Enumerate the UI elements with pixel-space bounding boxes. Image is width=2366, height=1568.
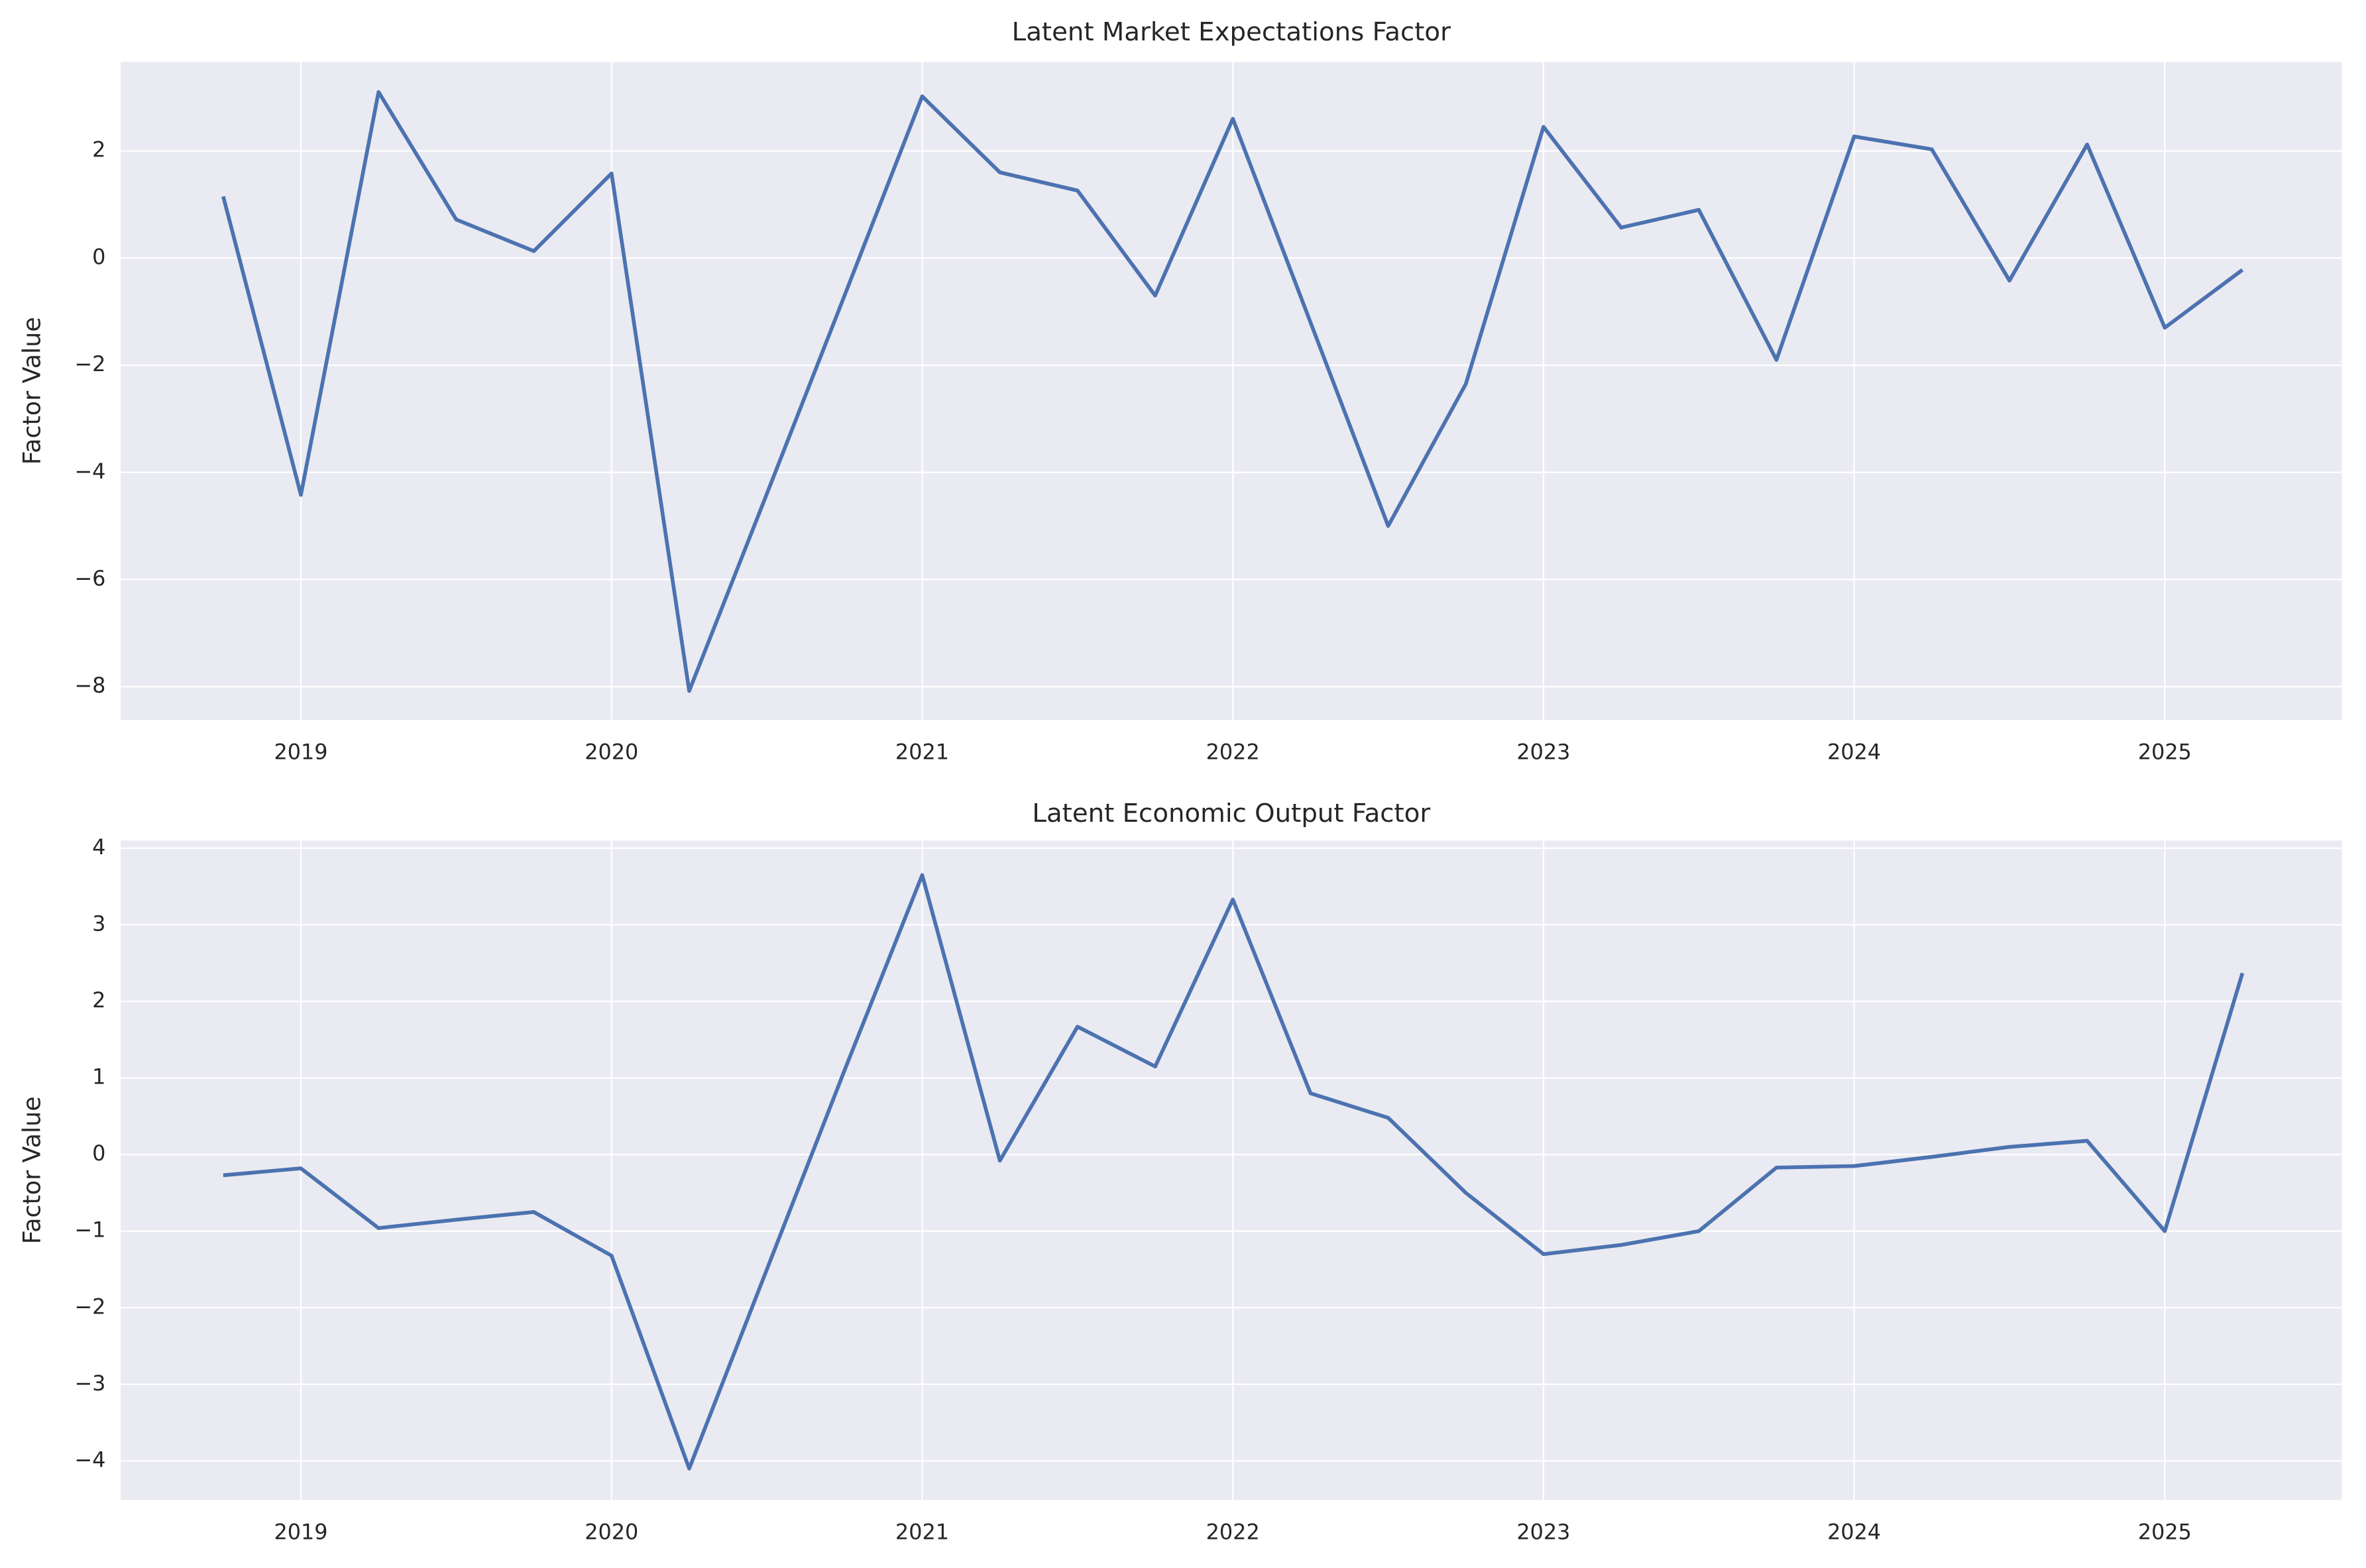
y-tick-label: −4 [74, 1447, 105, 1472]
y-tick-label: 4 [92, 834, 105, 860]
x-tick-label: 2021 [895, 1519, 949, 1544]
plot-area [121, 62, 2342, 720]
y-tick-label: −4 [74, 459, 105, 484]
line-series [221, 89, 2244, 693]
line-series [223, 873, 2245, 1471]
chart-title: Latent Market Expectations Factor [1012, 17, 1451, 47]
x-tick-label: 2020 [585, 1519, 638, 1544]
x-tick-label: 2021 [895, 739, 949, 764]
y-tick-label: 0 [92, 244, 105, 269]
x-tick-label: 2025 [2138, 739, 2192, 764]
y-axis-label: Factor Value [18, 317, 46, 465]
y-tick-label: −6 [74, 565, 105, 590]
y-tick-label: 2 [92, 987, 105, 1013]
y-tick-label: 1 [92, 1064, 105, 1090]
x-tick-label: 2024 [1827, 1519, 1881, 1544]
x-tick-label: 2019 [274, 1519, 327, 1544]
y-tick-label: 2 [92, 137, 105, 162]
x-tick-label: 2020 [585, 739, 638, 764]
y-tick-label: 0 [92, 1141, 105, 1166]
y-tick-label: −1 [74, 1217, 105, 1243]
x-tick-label: 2023 [1516, 739, 1570, 764]
y-axis-label: Factor Value [18, 1096, 46, 1244]
y-tick-label: 3 [92, 911, 105, 936]
x-tick-label: 2019 [274, 739, 327, 764]
x-tick-label: 2025 [2138, 1519, 2192, 1544]
y-tick-label: −2 [74, 351, 105, 376]
x-tick-label: 2024 [1827, 739, 1881, 764]
x-tick-label: 2022 [1206, 1519, 1260, 1544]
y-tick-label: −8 [74, 673, 105, 698]
x-tick-label: 2023 [1516, 1519, 1570, 1544]
chart-title: Latent Economic Output Factor [1032, 799, 1430, 828]
y-tick-label: −3 [74, 1371, 105, 1396]
plot-area [121, 840, 2342, 1500]
y-tick-label: −2 [74, 1294, 105, 1319]
x-tick-label: 2022 [1206, 739, 1260, 764]
